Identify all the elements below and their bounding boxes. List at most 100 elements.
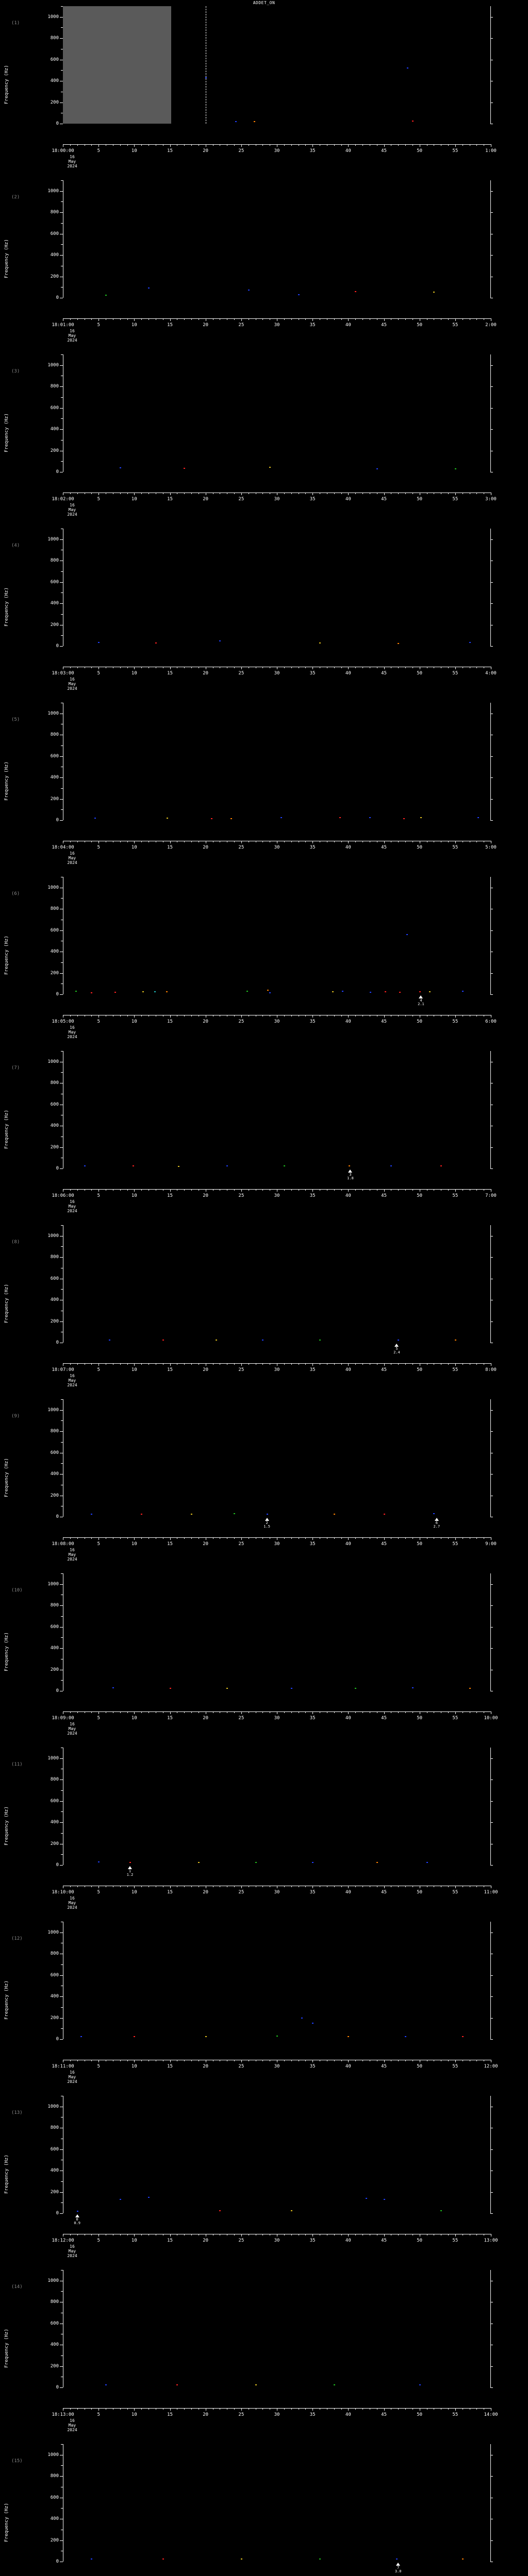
y-tick-label: 1000 bbox=[47, 1059, 59, 1064]
x-tick-minor bbox=[355, 1886, 356, 1887]
x-tick-label: 25 bbox=[238, 2238, 244, 2243]
y-tick-minor bbox=[61, 1072, 63, 1073]
x-tick-minor bbox=[141, 841, 142, 842]
detection-point bbox=[235, 121, 237, 123]
y-tick-label: 800 bbox=[50, 36, 59, 41]
x-tick-major bbox=[170, 318, 171, 321]
x-tick-minor bbox=[77, 493, 78, 494]
x-tick-major bbox=[312, 1886, 314, 1888]
x-tick-major bbox=[241, 2408, 242, 2411]
y-tick-label: 400 bbox=[50, 1646, 59, 1651]
detection-point bbox=[269, 992, 271, 994]
x-tick-minor bbox=[148, 1015, 149, 1016]
x-tick-label: 18:02:00 bbox=[52, 497, 74, 502]
y-tick-label: 0 bbox=[56, 992, 59, 997]
x-tick-minor bbox=[284, 1189, 285, 1191]
detection-point bbox=[390, 1165, 392, 1167]
plot-area: 0 200 400 600 800 1000 bbox=[47, 1225, 493, 1345]
x-tick-major bbox=[170, 2408, 171, 2411]
y-tick-minor bbox=[61, 788, 63, 789]
y-tick-major bbox=[60, 16, 63, 18]
detection-point bbox=[440, 2210, 442, 2211]
x-tick-minor bbox=[405, 1189, 406, 1191]
y-tick-right bbox=[490, 2018, 493, 2019]
right-spine bbox=[490, 180, 491, 298]
x-tick-minor bbox=[127, 1363, 128, 1365]
y-tick-major bbox=[60, 539, 63, 540]
x-tick-minor bbox=[362, 1886, 363, 1887]
x-tick-minor bbox=[141, 1711, 142, 1713]
x-tick-minor bbox=[91, 2408, 92, 2410]
y-tick-right bbox=[490, 1801, 493, 1802]
y-axis-label: Frequency (Hz) bbox=[4, 936, 9, 975]
x-tick-label: 50 bbox=[417, 2238, 423, 2243]
x-tick-major bbox=[312, 2408, 314, 2411]
y-tick-major bbox=[60, 799, 63, 800]
y-tick-right bbox=[490, 603, 493, 604]
x-tick-label: 18:08:00 bbox=[52, 1541, 74, 1547]
x-tick-minor bbox=[291, 2234, 292, 2235]
x-tick-minor bbox=[120, 318, 121, 320]
x-tick-label: 15 bbox=[167, 323, 173, 328]
y-tick-label: 0 bbox=[56, 818, 59, 823]
y-tick-major bbox=[60, 2387, 63, 2388]
x-tick-label: 18:11:00 bbox=[52, 2064, 74, 2069]
plot-area: 0 200 400 600 800 1000 bbox=[47, 877, 493, 997]
x-tick-minor bbox=[234, 318, 235, 320]
x-tick-minor bbox=[120, 493, 121, 494]
right-spine bbox=[490, 354, 491, 472]
x-tick-minor bbox=[284, 2234, 285, 2235]
x-tick-label: 5 bbox=[97, 323, 100, 328]
y-axis-label: Frequency (Hz) bbox=[4, 1110, 9, 1149]
y-tick-right bbox=[490, 646, 493, 647]
x-tick-minor bbox=[70, 1886, 71, 1887]
x-tick-label: 50 bbox=[417, 2064, 423, 2069]
x-tick-minor bbox=[70, 1015, 71, 1016]
x-tick-label: 18:09:00 bbox=[52, 1716, 74, 1721]
x-tick-minor bbox=[291, 493, 292, 494]
x-tick-major bbox=[312, 667, 314, 669]
x-tick-minor bbox=[120, 1711, 121, 1713]
panel-index-label: (9) bbox=[11, 1414, 20, 1419]
detection-point bbox=[105, 294, 107, 296]
x-tick-minor bbox=[405, 493, 406, 494]
x-tick-label: 55 bbox=[452, 671, 458, 676]
annotation-triangle-icon bbox=[419, 995, 423, 998]
y-tick-label: 200 bbox=[50, 796, 59, 802]
x-tick-label: 10:00 bbox=[484, 1716, 498, 1721]
annotation-triangle-icon bbox=[265, 1518, 269, 1521]
x-tick-minor bbox=[412, 2408, 413, 2410]
y-tick-minor bbox=[61, 592, 63, 594]
detection-point bbox=[94, 818, 96, 819]
x-tick-minor bbox=[191, 1189, 192, 1191]
detection-point bbox=[283, 1165, 285, 1167]
detection-point bbox=[312, 2022, 314, 2024]
x-axis-date-label: 16 May 2024 bbox=[67, 1025, 77, 1040]
right-spine bbox=[490, 2096, 491, 2213]
x-tick-minor bbox=[412, 1537, 413, 1539]
spectrogram-panel: (8) Frequency (Hz) 0 200 400 600 800 1000 5 2.4 18… bbox=[0, 1225, 528, 1399]
y-tick-label: 800 bbox=[50, 1951, 59, 1957]
y-tick-right bbox=[490, 212, 493, 213]
x-tick-major bbox=[384, 144, 385, 147]
x-tick-label: 4:00 bbox=[485, 671, 497, 676]
x-tick-major bbox=[241, 1015, 242, 1018]
detection-point bbox=[166, 818, 168, 819]
x-tick-minor bbox=[127, 318, 128, 320]
x-tick-minor bbox=[148, 1886, 149, 1887]
y-tick-major bbox=[60, 603, 63, 604]
x-tick-minor bbox=[341, 1015, 342, 1016]
detection-point bbox=[433, 291, 435, 293]
x-tick-minor bbox=[355, 493, 356, 494]
x-tick-major bbox=[241, 1537, 242, 1540]
x-tick-major bbox=[455, 2060, 456, 2062]
y-tick-minor bbox=[61, 6, 63, 7]
x-tick-minor bbox=[305, 1363, 306, 1365]
x-tick-label: 18:04:00 bbox=[52, 845, 74, 850]
x-tick-label: 20 bbox=[203, 2238, 209, 2243]
spectrogram-panel: (3) Frequency (Hz) 0 200 400 600 800 1000 18:02:… bbox=[0, 354, 528, 529]
y-axis-label: Frequency (Hz) bbox=[4, 2329, 9, 2368]
x-tick-label: 50 bbox=[417, 1193, 423, 1198]
detection-point bbox=[332, 991, 334, 992]
detection-point bbox=[155, 642, 157, 644]
